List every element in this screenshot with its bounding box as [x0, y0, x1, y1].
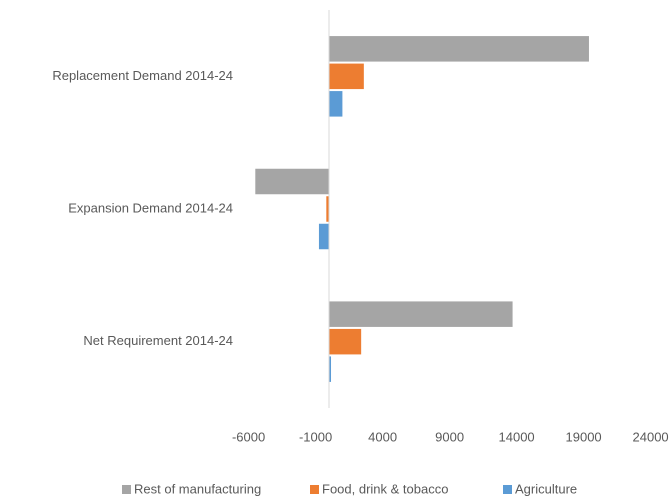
bar — [329, 91, 343, 117]
x-tick-label: -6000 — [232, 429, 265, 444]
x-tick-label: 19000 — [566, 429, 602, 444]
legend-label: Rest of manufacturing — [134, 481, 261, 496]
bar — [318, 223, 329, 250]
x-tick-label: 9000 — [435, 429, 464, 444]
legend-swatch — [503, 485, 512, 494]
legend-label: Agriculture — [515, 481, 577, 496]
legend-swatch — [310, 485, 319, 494]
bar — [329, 301, 513, 327]
x-tick-label: -1000 — [299, 429, 332, 444]
bar — [326, 196, 329, 222]
bar — [255, 168, 329, 195]
bar — [329, 63, 364, 90]
bar — [329, 328, 362, 355]
y-tick-label: Net Requirement 2014-24 — [83, 333, 233, 348]
x-tick-label: 24000 — [633, 429, 669, 444]
x-tick-label: 14000 — [499, 429, 535, 444]
legend-label: Food, drink & tobacco — [322, 481, 448, 496]
bar — [329, 36, 589, 62]
x-tick-label: 4000 — [368, 429, 397, 444]
y-tick-label: Expansion Demand 2014-24 — [68, 200, 233, 215]
legend-swatch — [122, 485, 131, 494]
bar — [329, 356, 332, 382]
y-tick-label: Replacement Demand 2014-24 — [52, 68, 233, 83]
